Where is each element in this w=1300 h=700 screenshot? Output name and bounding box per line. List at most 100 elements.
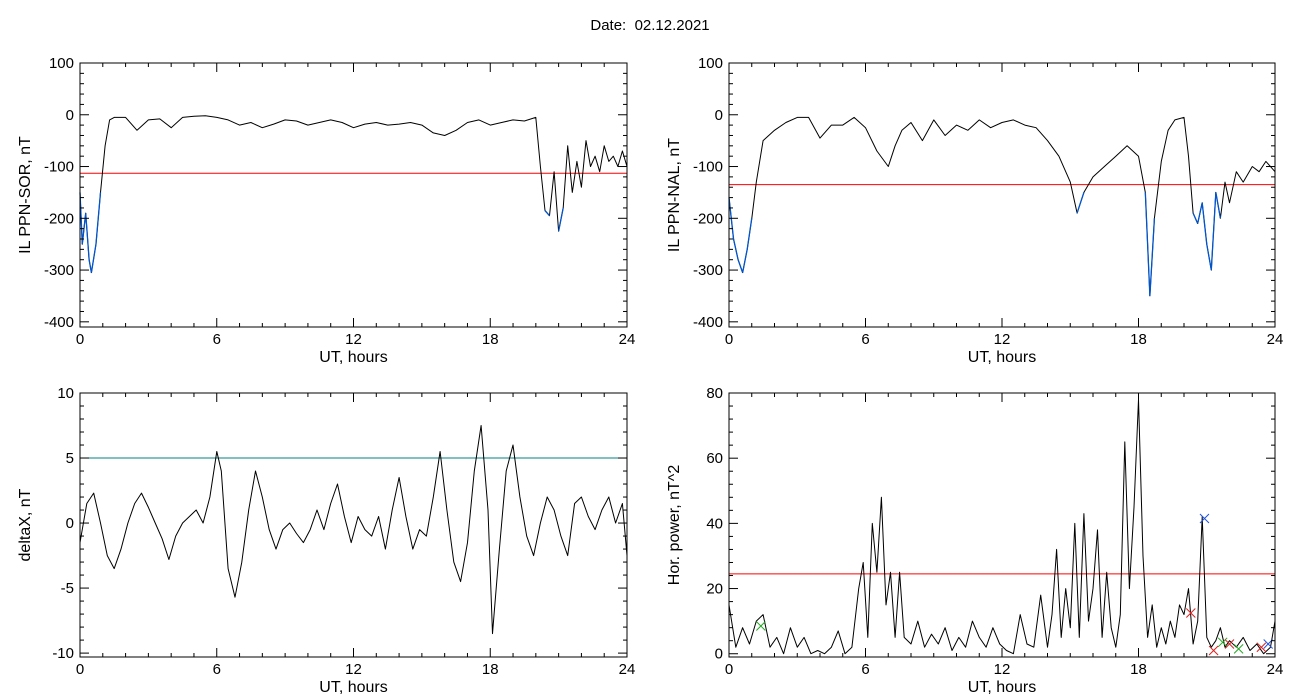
date-value: 02.12.2021: [634, 17, 710, 34]
plot-frame: [728, 392, 1276, 658]
y-tick-label: 100: [49, 55, 74, 72]
x-tick-label: 12: [345, 331, 362, 348]
x-tick-label: 6: [213, 331, 221, 348]
below-threshold-segment: [1197, 202, 1203, 224]
x-tick-label: 6: [861, 331, 869, 348]
x-axis-label: UT, hours: [968, 349, 1036, 366]
marker-stroke: [1208, 645, 1219, 656]
x-tick-label: 12: [994, 661, 1011, 678]
y-tick-label: 0: [66, 107, 74, 124]
below-threshold-segment: [95, 192, 102, 245]
x-axis-label: UT, hours: [319, 349, 387, 366]
below-threshold-segment: [1192, 212, 1199, 224]
y-tick-label: 0: [715, 646, 723, 663]
figure-title: Date: 02.12.2021: [0, 17, 1300, 34]
below-threshold-segment: [1144, 192, 1151, 296]
x-axis-label: UT, hours: [968, 679, 1036, 696]
chart-panel-1: 0 6 12 18 24 100 0 -100 -200 -300 -400 UT, hours IL …: [17, 55, 635, 366]
y-tick-label: 20: [706, 581, 723, 598]
below-threshold-segment: [1215, 192, 1222, 219]
data-marker-red: [1185, 608, 1196, 618]
y-tick-label: -10: [52, 645, 74, 662]
data-marker-green: [1217, 637, 1228, 648]
y-axis-label: Hor. power, nT^2: [666, 465, 683, 586]
below-threshold-segment: [742, 249, 748, 273]
below-threshold-segment: [1206, 244, 1212, 271]
x-tick-label: 18: [482, 331, 499, 348]
x-tick-label: 24: [1267, 331, 1284, 348]
y-tick-label: -300: [693, 262, 723, 279]
below-threshold-segment: [746, 218, 753, 250]
y-tick-label: -5: [61, 580, 74, 597]
series-line: [728, 399, 1276, 655]
below-threshold-segment: [737, 259, 744, 273]
marker-stroke: [1217, 637, 1228, 648]
data-marker-green: [1233, 643, 1244, 654]
x-tick-label: 18: [1130, 331, 1147, 348]
y-tick-label: -200: [693, 210, 723, 227]
series-line: [728, 116, 1276, 297]
plot-frame: [79, 392, 628, 658]
data-marker-red: [1208, 645, 1219, 656]
data-marker-green: [755, 621, 766, 631]
marker-stroke: [755, 621, 766, 631]
x-tick-label: 6: [213, 661, 221, 678]
y-tick-label: -200: [44, 210, 74, 227]
x-axis-label: UT, hours: [319, 679, 387, 696]
below-threshold-segment: [90, 244, 97, 273]
below-threshold-segment: [1149, 218, 1156, 296]
plot-frame: [79, 62, 628, 328]
y-tick-label: 40: [706, 515, 723, 532]
below-threshold-segment: [732, 238, 739, 260]
y-axis-label: IL PPN-NAL, nT: [666, 138, 683, 252]
y-tick-label: 0: [715, 107, 723, 124]
chart-panel-2: 0 6 12 18 24 100 0 -100 -200 -300 -400 UT, hours IL …: [666, 55, 1283, 366]
below-threshold-segment: [1076, 192, 1085, 214]
marker-stroke: [1233, 643, 1244, 654]
series-line: [79, 425, 628, 635]
y-tick-label: 60: [706, 450, 723, 467]
x-tick-label: 0: [725, 661, 733, 678]
y-tick-label: 100: [698, 55, 723, 72]
x-tick-label: 0: [76, 331, 84, 348]
x-tick-label: 12: [994, 331, 1011, 348]
below-threshold-segment: [1201, 202, 1208, 245]
marker-stroke: [1185, 608, 1196, 618]
below-threshold-segment: [88, 259, 93, 273]
x-tick-label: 24: [1267, 661, 1284, 678]
data-marker-red: [1256, 642, 1267, 653]
x-tick-label: 24: [619, 661, 636, 678]
below-threshold-segment: [85, 213, 90, 260]
marker-stroke: [1199, 513, 1210, 524]
y-axis-label: deltaX, nT: [17, 488, 34, 561]
x-tick-label: 0: [725, 331, 733, 348]
y-tick-label: -400: [44, 314, 74, 331]
chart-panel-4: 0 6 12 18 24 80 60 40 20 0 UT, hours Hor. power, nT…: [666, 385, 1283, 696]
x-tick-label: 12: [345, 661, 362, 678]
x-tick-label: 6: [861, 661, 869, 678]
y-tick-label: 5: [66, 450, 74, 467]
y-axis-label: IL PPN-SOR, nT: [17, 136, 34, 254]
date-label: Date:: [590, 17, 627, 34]
y-tick-label: 0: [66, 515, 74, 532]
y-tick-label: -100: [44, 159, 74, 176]
y-tick-label: -100: [693, 159, 723, 176]
x-tick-label: 18: [482, 661, 499, 678]
data-marker-red: [1224, 639, 1235, 649]
marker-stroke: [1256, 642, 1267, 653]
y-tick-label: 10: [57, 385, 74, 402]
x-tick-label: 18: [1130, 661, 1147, 678]
data-marker-blue: [1199, 513, 1210, 524]
marker-stroke: [1224, 639, 1235, 649]
plot-frame: [728, 62, 1276, 328]
x-tick-label: 0: [76, 661, 84, 678]
series-line: [79, 115, 628, 274]
chart-panel-3: 0 6 12 18 24 10 5 0 -5 -10 UT, hours deltaX, nT: [17, 385, 635, 696]
y-tick-label: -300: [44, 262, 74, 279]
below-threshold-segment: [1210, 192, 1217, 271]
y-tick-label: 80: [706, 385, 723, 402]
below-threshold-segment: [557, 207, 564, 232]
x-tick-label: 24: [619, 331, 636, 348]
below-threshold-segment: [544, 210, 550, 217]
